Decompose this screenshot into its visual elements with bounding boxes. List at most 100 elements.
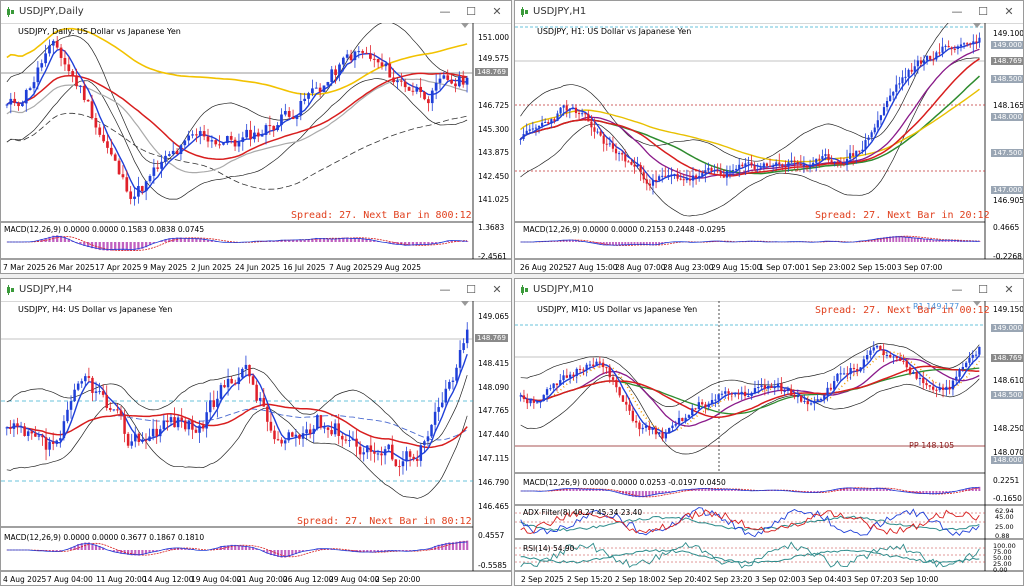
window-titlebar[interactable]: USDJPY,H1 — ☐ ✕ <box>515 1 1023 24</box>
time-tick: 7 Aug 04:00 <box>47 575 93 584</box>
candle-body <box>590 121 593 128</box>
time-tick: 29 Aug 04:00 <box>329 575 380 584</box>
moving-average-line <box>520 88 980 163</box>
candle-body <box>938 387 941 391</box>
candle-body <box>298 434 301 439</box>
candle-body <box>700 402 704 405</box>
close-button[interactable]: ✕ <box>1004 283 1014 296</box>
candle-body <box>572 374 575 377</box>
candle-body <box>780 383 783 392</box>
price-chart[interactable] <box>1 23 511 273</box>
time-tick: 1 Sep 07:00 <box>759 263 805 272</box>
minimize-button[interactable]: — <box>439 283 451 296</box>
candle-body <box>550 119 553 124</box>
candle-body <box>17 102 20 107</box>
maximize-button[interactable]: ☐ <box>978 5 988 18</box>
time-tick: 16 Jul 2025 <box>283 263 326 272</box>
candle-body <box>611 377 615 380</box>
pp-label: PP 148.105 <box>909 441 955 450</box>
candle-body <box>21 103 24 107</box>
candle-body <box>201 425 205 429</box>
candle-body <box>355 438 358 447</box>
candle-body <box>458 350 462 368</box>
chart-window-daily[interactable]: USDJPY,Daily — ☐ ✕ USDJPY, Daily: US Dol… <box>0 0 512 274</box>
chart-window-h4[interactable]: USDJPY,H4 — ☐ ✕ USDJPY, H4: US Dollar vs… <box>0 278 512 586</box>
candle-body <box>565 105 568 111</box>
chart-window-m10[interactable]: USDJPY,M10 — ☐ ✕ USDJPY, M10: US Dollar … <box>514 278 1024 586</box>
candle-body <box>195 134 198 136</box>
window-titlebar[interactable]: USDJPY,Daily — ☐ ✕ <box>1 1 511 24</box>
candle-body <box>36 67 40 83</box>
adx-scale: 45.00 <box>995 513 1014 521</box>
candle-body <box>808 166 812 168</box>
candle-body <box>341 435 344 440</box>
close-button[interactable]: ✕ <box>1004 5 1014 18</box>
candle-body <box>187 135 191 141</box>
candle-body <box>226 378 230 388</box>
symbol-label: USDJPY, H4: US Dollar vs Japanese Yen <box>18 305 173 314</box>
candle-body <box>770 386 773 389</box>
candle-body <box>16 423 19 427</box>
window-titlebar[interactable]: USDJPY,M10 — ☐ ✕ <box>515 279 1023 302</box>
time-tick: 2 Sep 15:00 <box>851 263 897 272</box>
price-level-label: 147.000 <box>991 186 1023 194</box>
candle-body <box>731 169 735 171</box>
candle-body <box>423 92 426 100</box>
time-tick: 14 Aug 12:00 <box>143 575 194 584</box>
candle-body <box>376 453 380 455</box>
candle-body <box>233 383 237 385</box>
maximize-button[interactable]: ☐ <box>466 283 476 296</box>
candle-body <box>931 386 935 390</box>
candle-body <box>654 179 658 181</box>
chart-window-h1[interactable]: USDJPY,H1 — ☐ ✕ USDJPY, H1: US Dollar vs… <box>514 0 1024 274</box>
candle-body <box>839 373 842 375</box>
close-button[interactable]: ✕ <box>492 5 502 18</box>
price-tick: 148.250 <box>993 424 1024 433</box>
candle-body <box>588 364 592 366</box>
candle-body <box>618 153 621 155</box>
candle-body <box>169 417 173 423</box>
candle-body <box>412 456 415 460</box>
time-tick: 19 Aug 04:00 <box>191 575 242 584</box>
candle-body <box>87 376 91 378</box>
candle-body <box>407 87 411 91</box>
candle-body <box>908 367 912 374</box>
minimize-button[interactable]: — <box>439 5 451 18</box>
candle-body <box>636 165 639 167</box>
candle-body <box>836 161 839 163</box>
time-tick: 2 Sep 23:20 <box>707 575 753 584</box>
time-tick: 3 Sep 04:40 <box>801 575 847 584</box>
candle-body <box>919 60 923 64</box>
candle-body <box>80 381 83 384</box>
price-chart[interactable] <box>515 301 1023 585</box>
candle-body <box>461 76 465 85</box>
candle-body <box>314 87 318 89</box>
candle-body <box>849 153 852 159</box>
candle-body <box>440 402 444 408</box>
candle-body <box>394 459 398 467</box>
candle-body <box>94 118 98 128</box>
maximize-button[interactable]: ☐ <box>466 5 476 18</box>
candle-body <box>334 69 337 76</box>
moving-average-line <box>6 403 468 449</box>
minimize-button[interactable]: — <box>951 283 963 296</box>
candle-body <box>415 86 419 92</box>
candle-body <box>160 161 163 169</box>
candle-body <box>846 373 849 375</box>
time-tick: 2 Sep 20:00 <box>375 575 421 584</box>
price-chart[interactable] <box>515 23 1023 273</box>
minimize-button[interactable]: — <box>951 5 963 18</box>
moving-average-line <box>6 27 468 96</box>
close-button[interactable]: ✕ <box>492 283 502 296</box>
candle-body <box>113 154 117 161</box>
price-chart[interactable] <box>1 301 511 585</box>
candle-body <box>318 87 322 93</box>
candle-body <box>959 44 963 47</box>
candle-body <box>276 125 279 131</box>
window-titlebar[interactable]: USDJPY,H4 — ☐ ✕ <box>1 279 511 302</box>
candle-body <box>938 52 941 54</box>
maximize-button[interactable]: ☐ <box>978 283 988 296</box>
candle-body <box>519 139 522 141</box>
candle-body <box>707 167 710 171</box>
macd-signal-line <box>520 235 980 246</box>
